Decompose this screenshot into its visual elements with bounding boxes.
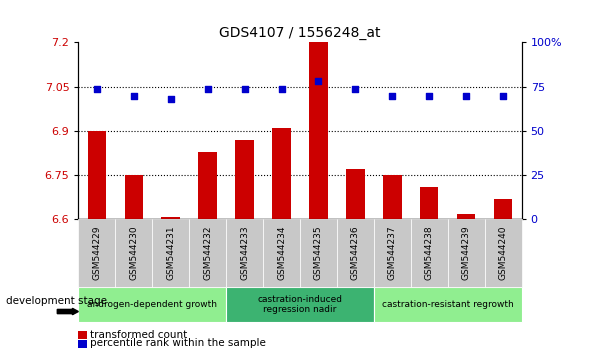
Text: GSM544233: GSM544233 [240, 226, 249, 280]
Text: GSM544232: GSM544232 [203, 226, 212, 280]
Text: GSM544237: GSM544237 [388, 226, 397, 280]
Bar [346, 169, 365, 219]
Text: development stage: development stage [6, 296, 107, 306]
Bar [235, 140, 254, 219]
Bar [87, 131, 106, 219]
Point [314, 79, 323, 84]
Text: castration-induced
regression nadir: castration-induced regression nadir [257, 295, 343, 314]
Point [92, 86, 102, 91]
Point [277, 86, 286, 91]
Text: GSM544240: GSM544240 [499, 226, 508, 280]
Point [388, 93, 397, 98]
Bar [309, 42, 327, 219]
Text: GSM544236: GSM544236 [351, 226, 360, 280]
Text: GSM544238: GSM544238 [425, 226, 434, 280]
Bar [383, 175, 402, 219]
Title: GDS4107 / 1556248_at: GDS4107 / 1556248_at [219, 26, 380, 40]
Text: GSM544231: GSM544231 [166, 226, 175, 280]
Text: GSM544234: GSM544234 [277, 226, 286, 280]
Bar [420, 187, 438, 219]
Bar [457, 213, 475, 219]
Point [129, 93, 139, 98]
Bar [162, 217, 180, 219]
Point [498, 93, 508, 98]
Bar [125, 175, 143, 219]
Text: percentile rank within the sample: percentile rank within the sample [90, 338, 267, 348]
Point [425, 93, 434, 98]
Point [350, 86, 360, 91]
Text: castration-resistant regrowth: castration-resistant regrowth [382, 300, 514, 309]
Bar [198, 152, 217, 219]
Text: GSM544235: GSM544235 [314, 226, 323, 280]
Text: GSM544239: GSM544239 [462, 226, 471, 280]
Text: GSM544229: GSM544229 [92, 226, 101, 280]
Text: GSM544230: GSM544230 [129, 226, 138, 280]
Text: androgen-dependent growth: androgen-dependent growth [87, 300, 217, 309]
Bar [273, 128, 291, 219]
Point [240, 86, 250, 91]
Text: transformed count: transformed count [90, 330, 188, 339]
Point [166, 96, 175, 102]
Point [203, 86, 212, 91]
Bar [494, 199, 513, 219]
Point [461, 93, 471, 98]
